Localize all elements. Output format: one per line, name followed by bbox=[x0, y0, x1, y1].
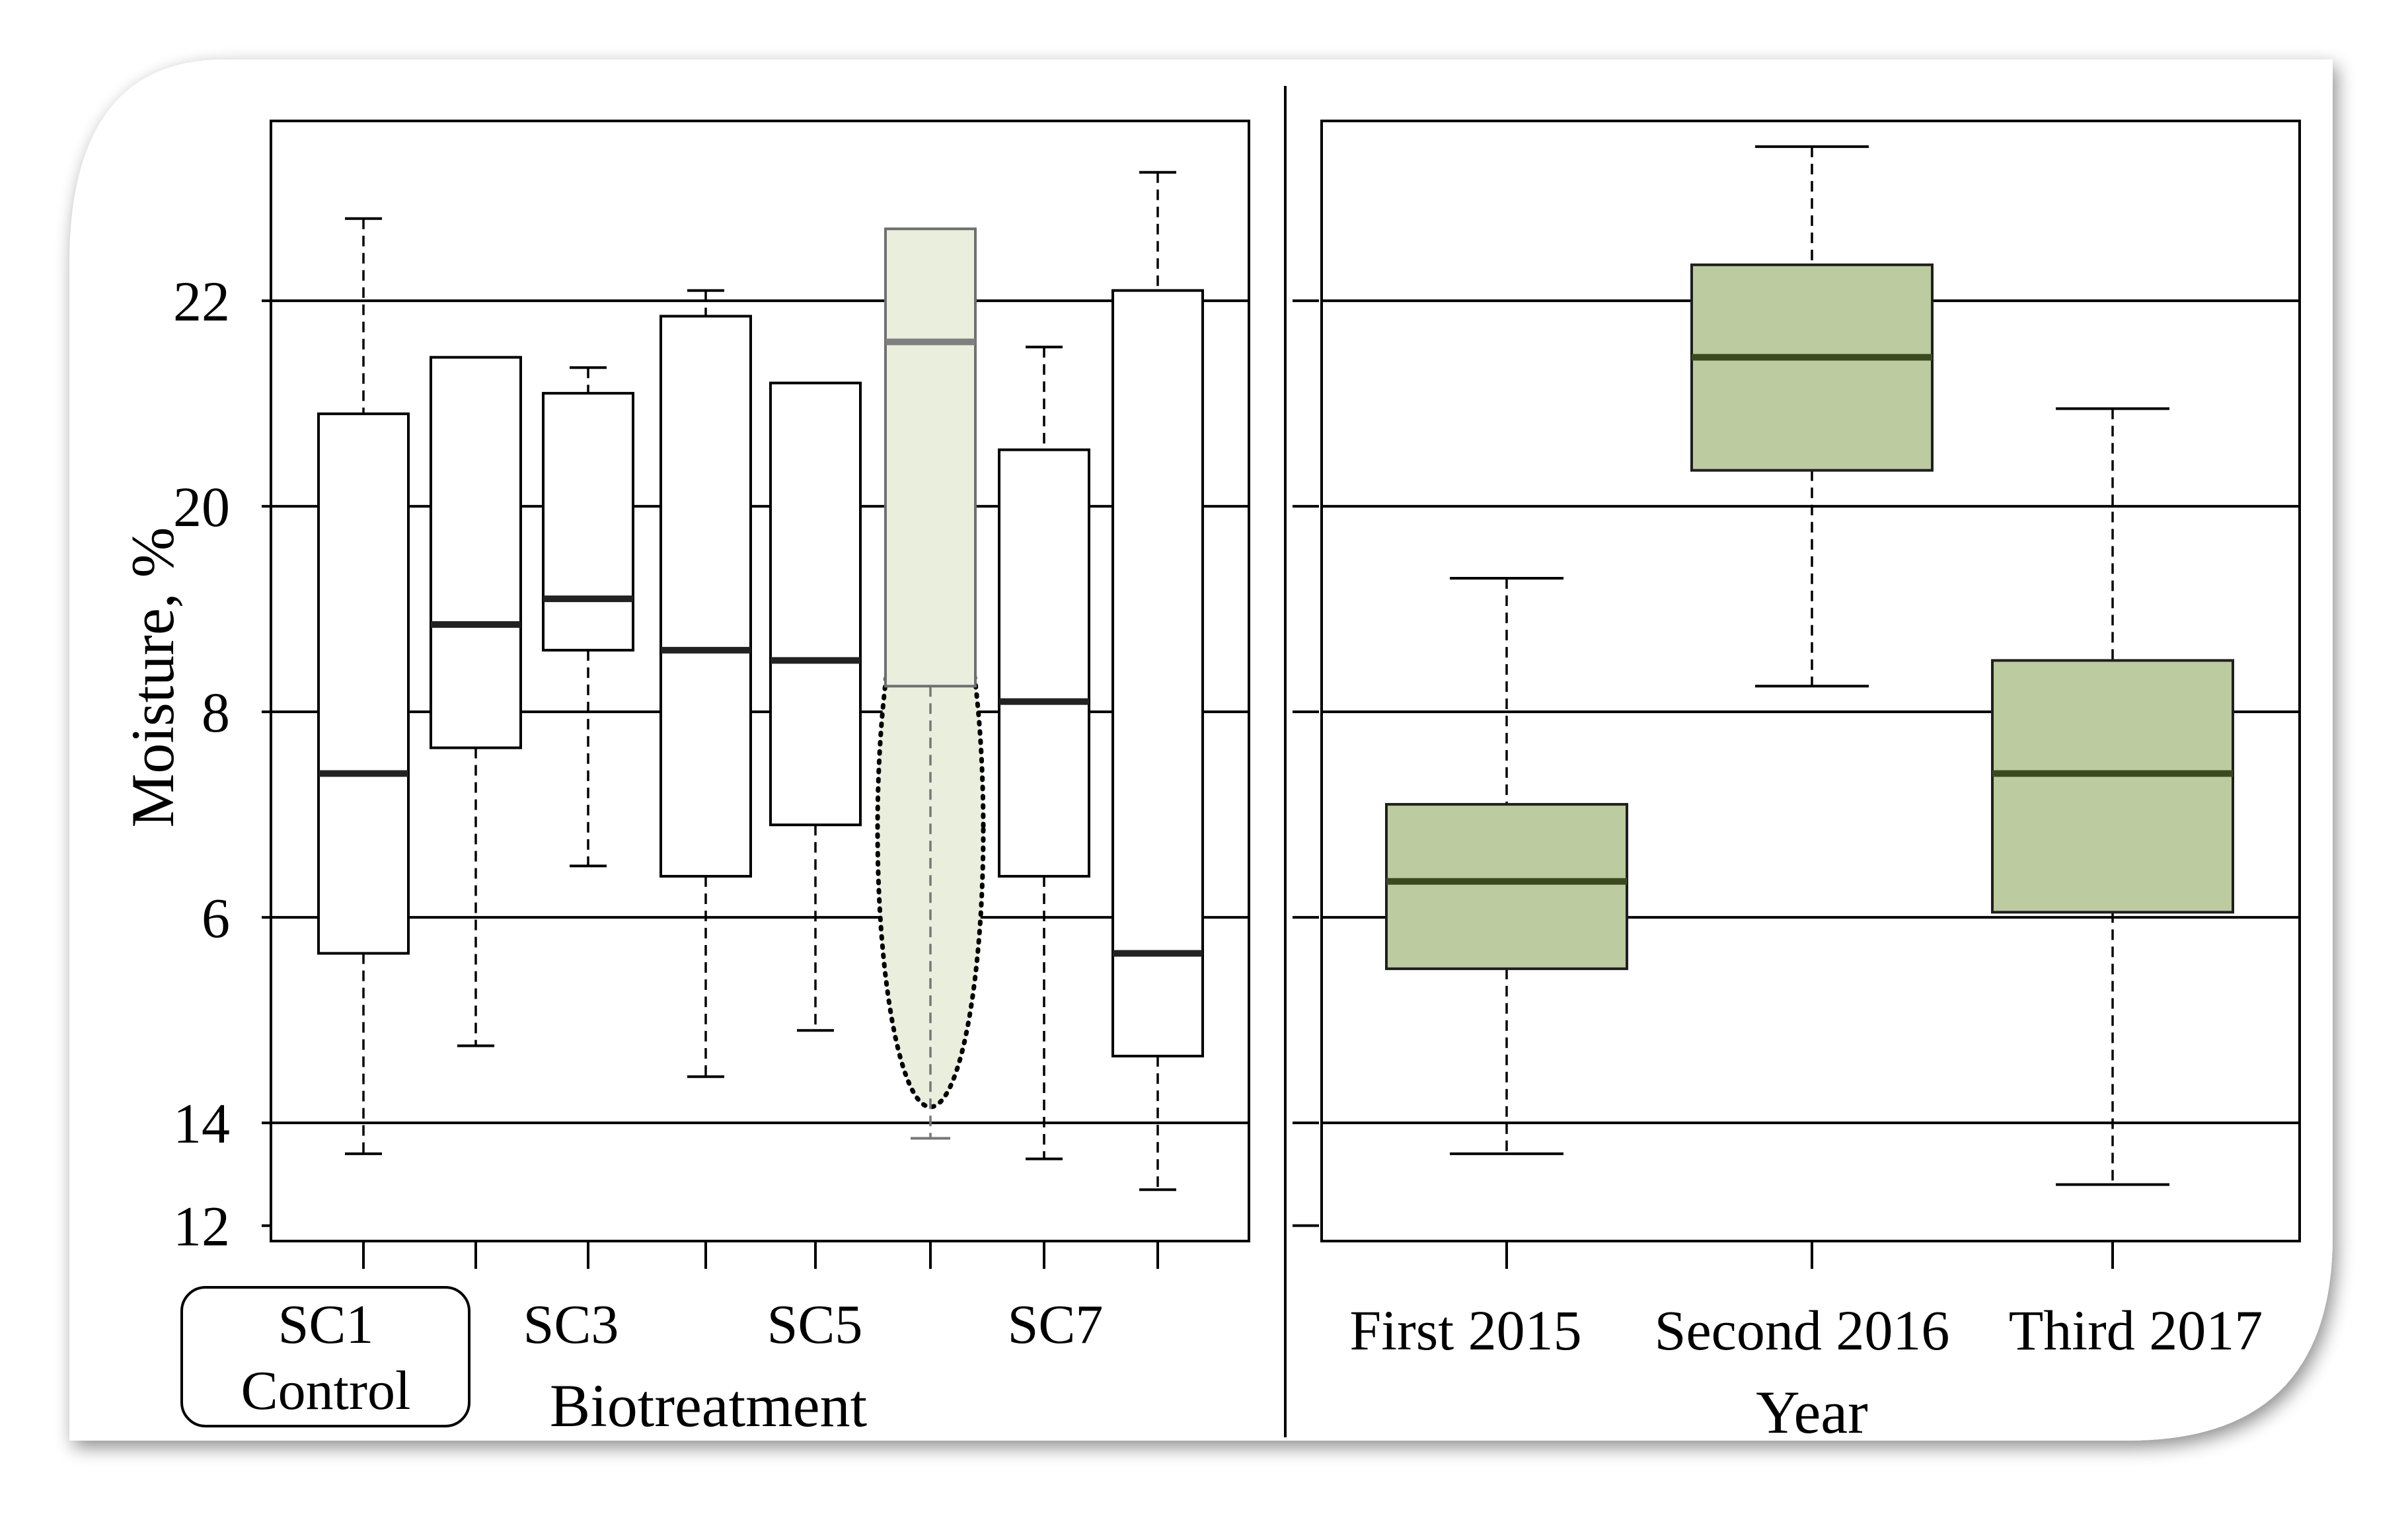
box-sc8 bbox=[1111, 170, 1204, 1192]
box-iqr bbox=[430, 356, 522, 749]
x-axis-title-left: Biotreatment bbox=[550, 1372, 868, 1439]
box-iqr bbox=[659, 315, 752, 878]
right-boxplots bbox=[1385, 145, 2234, 1186]
category-label-sc1: SC1 bbox=[278, 1294, 374, 1355]
control-label-box bbox=[180, 1286, 470, 1427]
left-plot-area bbox=[270, 120, 1250, 1242]
box-iqr bbox=[1690, 263, 1934, 472]
category-label-second-2016: Second 2016 bbox=[1655, 1299, 1950, 1362]
category-label-first-2015: First 2015 bbox=[1349, 1299, 1581, 1362]
box-third-2017 bbox=[1991, 407, 2234, 1186]
box-first-2015 bbox=[1385, 576, 1628, 1155]
box-iqr bbox=[769, 381, 862, 827]
y-tick-label: 20 bbox=[173, 475, 230, 539]
category-label-sc7: SC7 bbox=[1008, 1294, 1104, 1355]
y-tick-label: 6 bbox=[202, 886, 230, 950]
x-axis-title-right: Year bbox=[1756, 1379, 1868, 1446]
box-sc5 bbox=[769, 381, 862, 1032]
box-sc7 bbox=[998, 346, 1090, 1160]
x-axis-ticks bbox=[362, 1241, 2114, 1269]
category-label-sc3: SC3 bbox=[523, 1294, 619, 1355]
box-sc1 bbox=[317, 217, 410, 1155]
box-iqr bbox=[884, 227, 977, 688]
category-label-third-2017: Third 2017 bbox=[2009, 1299, 2263, 1362]
y-tick-label: 12 bbox=[173, 1195, 230, 1258]
box-sc3 bbox=[542, 366, 634, 868]
box-iqr bbox=[542, 392, 634, 652]
box-sc2 bbox=[430, 356, 522, 1047]
category-sublabel-control: Control bbox=[241, 1360, 411, 1421]
left-boxplots bbox=[317, 170, 1204, 1192]
y-tick-label: 22 bbox=[173, 270, 230, 333]
left-y-axis: 12 14 6 8 20 22 bbox=[173, 270, 271, 1258]
y-tick-label: 8 bbox=[202, 681, 230, 744]
box-iqr bbox=[1991, 659, 2234, 914]
box-iqr bbox=[1385, 803, 1628, 970]
right-y-axis bbox=[1293, 299, 1319, 1227]
category-label-sc5: SC5 bbox=[767, 1294, 863, 1355]
box-iqr bbox=[998, 448, 1090, 878]
box-iqr bbox=[1111, 289, 1204, 1058]
box-second-2016 bbox=[1690, 145, 1934, 688]
box-iqr bbox=[317, 412, 410, 955]
box-sc6 bbox=[884, 227, 977, 1140]
y-axis-title: Moisture, % bbox=[119, 527, 186, 828]
y-tick-label: 14 bbox=[173, 1092, 230, 1155]
box-sc4 bbox=[659, 289, 752, 1079]
